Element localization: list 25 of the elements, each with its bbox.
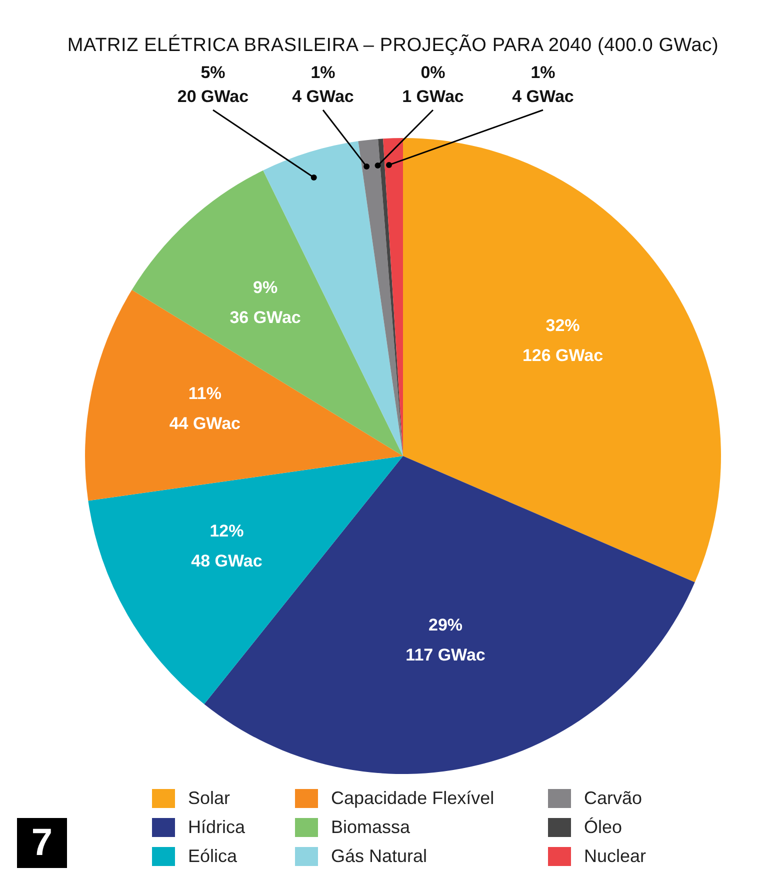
pie-slice <box>358 138 403 456</box>
legend-label: Capacidade Flexível <box>331 788 494 809</box>
legend-label: Eólica <box>188 846 238 867</box>
pie-slice <box>88 456 403 704</box>
data-label: 1% 4 GWac <box>292 63 354 106</box>
data-label: 1% 4 GWac <box>512 63 574 106</box>
legend-label: Gás Natural <box>331 846 428 867</box>
legend-label: Óleo <box>584 817 622 838</box>
data-label: 12% 48 GWac <box>191 522 262 571</box>
text: 7 <box>17 818 67 868</box>
pie-slice <box>403 138 721 582</box>
pie-slice <box>132 170 403 456</box>
data-label: 11% 44 GWac <box>169 384 241 434</box>
pie-slice <box>378 138 403 456</box>
data-label: 9% 36 GWac <box>230 278 301 328</box>
legend-label: Nuclear <box>584 846 646 867</box>
data-label: 29% 117 GWac <box>406 615 486 664</box>
legend-label: Carvão <box>584 788 642 809</box>
legend-label: Hídrica <box>188 817 246 838</box>
data-label: 32% 126 GWac <box>522 316 604 365</box>
legend-label: Solar <box>188 788 230 809</box>
chart-title: MATRIZ ELÉTRICA BRASILEIRA – PROJEÇÃO PARA 2040 (400.0 GWac) <box>66 35 720 57</box>
data-label: 5% 20 GWac <box>177 63 249 106</box>
data-label: 0% 1 GWac <box>402 63 464 106</box>
legend-label: Biomassa <box>331 817 410 838</box>
